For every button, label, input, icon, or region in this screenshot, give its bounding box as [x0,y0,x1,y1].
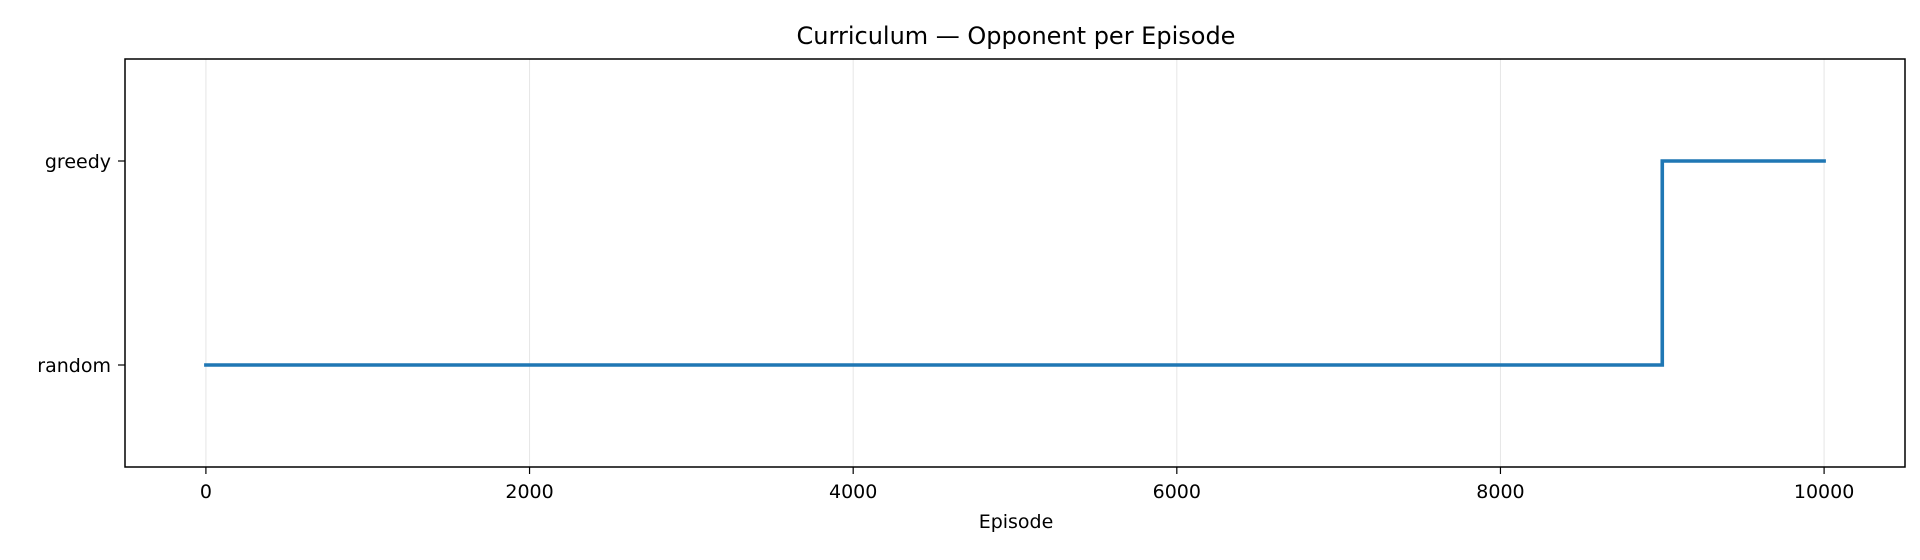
x-grid [205,59,1825,467]
x-tick-label-3: 6000 [1153,481,1201,503]
x-tick-label-5: 10000 [1794,481,1854,503]
y-tick-label-1: greedy [45,151,111,173]
plot-frame [124,58,1906,468]
y-axis: random greedy [37,151,125,377]
y-tick-label-0: random [37,355,111,377]
x-tick-label-1: 2000 [505,481,553,503]
chart-title: Curriculum — Opponent per Episode [797,22,1236,50]
x-tick-label-0: 0 [200,481,212,503]
x-axis: 0 2000 4000 6000 8000 10000 [200,467,1854,503]
series-layer [204,159,1826,367]
series-line-0 [204,159,1826,367]
x-tick-label-2: 4000 [829,481,877,503]
x-tick-label-4: 8000 [1476,481,1524,503]
x-axis-label: Episode [979,511,1054,533]
